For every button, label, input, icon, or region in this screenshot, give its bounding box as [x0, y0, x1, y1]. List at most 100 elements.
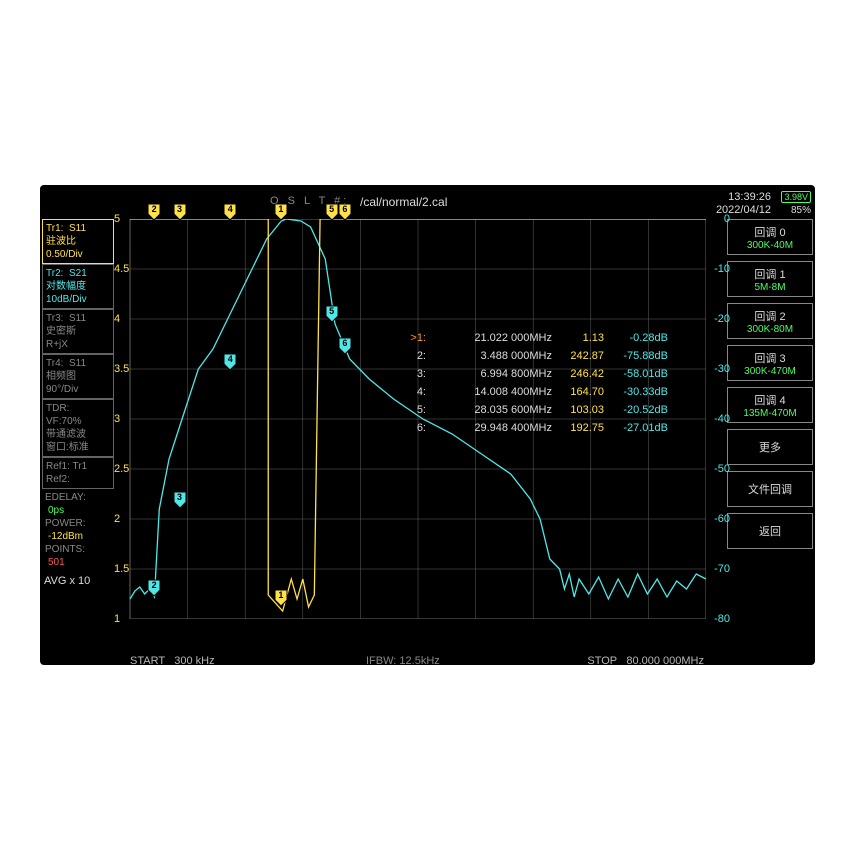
marker-flag-5[interactable]: 5 — [325, 203, 339, 221]
y-left-tick: 1 — [114, 613, 120, 625]
marker-v2: -20.52dB — [604, 401, 668, 419]
power-value: -12dBm — [42, 530, 114, 543]
marker-flag-1[interactable]: 1 — [274, 203, 288, 221]
marker-freq: 14.008 400MHz — [426, 383, 552, 401]
marker-v2: -75.88dB — [604, 347, 668, 365]
marker-flag-6[interactable]: 6 — [338, 337, 352, 355]
menu-button-7[interactable]: 返回 — [727, 513, 813, 549]
tdr-block[interactable]: TDR: VF:70% 带通滤波 窗口:标准 — [42, 399, 114, 457]
menu-button-2[interactable]: 回调 2300K-80M — [727, 303, 813, 339]
y-left-tick: 3 — [114, 413, 120, 425]
y-right-tick: -40 — [714, 413, 730, 425]
menu-button-sub: 5M-8M — [728, 282, 812, 293]
battery-voltage: 3.98V — [781, 191, 811, 203]
trace2-block[interactable]: Tr2: S21 对数幅度 10dB/Div — [42, 264, 114, 309]
marker-num: 5: — [396, 401, 426, 419]
marker-freq: 28.035 600MHz — [426, 401, 552, 419]
marker-num: 3: — [396, 365, 426, 383]
right-menu: 回调 0300K-40M回调 15M-8M回调 2300K-80M回调 3300… — [727, 219, 813, 555]
y-right-tick: -60 — [714, 513, 730, 525]
menu-button-4[interactable]: 回调 4135M-470M — [727, 387, 813, 423]
marker-v2: -30.33dB — [604, 383, 668, 401]
time: 13:39:26 — [716, 191, 771, 204]
y-left-tick: 1.5 — [114, 563, 129, 575]
marker-freq: 29.948 400MHz — [426, 419, 552, 437]
marker-v2: -27.01dB — [604, 419, 668, 437]
marker-table: >1: 21.022 000MHz 1.13 -0.28dB2: 3.488 0… — [396, 329, 668, 437]
marker-v2: -58.01dB — [604, 365, 668, 383]
y-right-tick: 0 — [724, 213, 730, 225]
avg-label: AVG x 10 — [42, 575, 114, 588]
trace1-block[interactable]: Tr1: S11 驻波比 0.50/Div — [42, 219, 114, 264]
marker-row: 5: 28.035 600MHz 103.03 -20.52dB — [396, 401, 668, 419]
marker-flag-6[interactable]: 6 — [338, 203, 352, 221]
marker-flag-2[interactable]: 2 — [147, 203, 161, 221]
y-right-tick: -80 — [714, 613, 730, 625]
marker-flag-3[interactable]: 3 — [173, 203, 187, 221]
y-right-tick: -20 — [714, 313, 730, 325]
y-left-tick: 2.5 — [114, 463, 129, 475]
menu-button-title: 回调 4 — [728, 392, 812, 408]
power-label: POWER: — [42, 517, 114, 530]
points-value: 501 — [42, 556, 114, 569]
menu-button-title: 回调 0 — [728, 224, 812, 240]
marker-v1: 1.13 — [552, 329, 604, 347]
marker-row: >1: 21.022 000MHz 1.13 -0.28dB — [396, 329, 668, 347]
y-left-tick: 5 — [114, 213, 120, 225]
menu-button-title: 回调 1 — [728, 266, 812, 282]
marker-flag-4[interactable]: 4 — [223, 353, 237, 371]
menu-button-0[interactable]: 回调 0300K-40M — [727, 219, 813, 255]
left-panel: Tr1: S11 驻波比 0.50/Div Tr2: S21 对数幅度 10dB… — [42, 219, 114, 588]
edelay-label: EDELAY: — [42, 491, 114, 504]
ref-block[interactable]: Ref1: Tr1 Ref2: — [42, 457, 114, 489]
y-left-tick: 2 — [114, 513, 120, 525]
marker-freq: 6.994 800MHz — [426, 365, 552, 383]
menu-button-sub: 300K-470M — [728, 366, 812, 377]
menu-button-5[interactable]: 更多 — [727, 429, 813, 465]
y-right-tick: -50 — [714, 463, 730, 475]
menu-button-title: 文件回调 — [728, 481, 812, 497]
marker-v1: 246.42 — [552, 365, 604, 383]
marker-row: 2: 3.488 000MHz 242.87 -75.88dB — [396, 347, 668, 365]
marker-flag-5[interactable]: 5 — [325, 305, 339, 323]
marker-num: >1: — [396, 329, 426, 347]
points-label: POINTS: — [42, 543, 114, 556]
menu-button-title: 更多 — [728, 439, 812, 455]
cal-file-path: /cal/normal/2.cal — [360, 195, 447, 209]
trace4-block[interactable]: Tr4: S11 相频图 90°/Div — [42, 354, 114, 399]
y-left-tick: 4.5 — [114, 263, 129, 275]
marker-flag-3[interactable]: 3 — [173, 491, 187, 509]
menu-button-3[interactable]: 回调 3300K-470M — [727, 345, 813, 381]
plot-area[interactable]: 54.543.532.521.51 0-10-20-30-40-50-60-70… — [116, 219, 706, 639]
menu-button-sub: 135M-470M — [728, 408, 812, 419]
y-right-tick: -10 — [714, 263, 730, 275]
marker-flag-4[interactable]: 4 — [223, 203, 237, 221]
marker-flag-1[interactable]: 1 — [274, 589, 288, 607]
marker-num: 6: — [396, 419, 426, 437]
instrument-screen: O S L T #: /cal/normal/2.cal 13:39:26 20… — [40, 185, 815, 665]
menu-button-1[interactable]: 回调 15M-8M — [727, 261, 813, 297]
trace3-block[interactable]: Tr3: S11 史密斯 R+jX — [42, 309, 114, 354]
marker-v1: 103.03 — [552, 401, 604, 419]
menu-button-title: 返回 — [728, 523, 812, 539]
marker-v1: 192.75 — [552, 419, 604, 437]
battery-percent: 85% — [791, 205, 811, 216]
menu-button-title: 回调 2 — [728, 308, 812, 324]
marker-num: 4: — [396, 383, 426, 401]
y-right-tick: -70 — [714, 563, 730, 575]
marker-flag-2[interactable]: 2 — [147, 579, 161, 597]
marker-v1: 242.87 — [552, 347, 604, 365]
y-right-tick: -30 — [714, 363, 730, 375]
marker-v2: -0.28dB — [604, 329, 668, 347]
marker-freq: 3.488 000MHz — [426, 347, 552, 365]
menu-button-sub: 300K-40M — [728, 240, 812, 251]
menu-button-sub: 300K-80M — [728, 324, 812, 335]
menu-button-title: 回调 3 — [728, 350, 812, 366]
y-left-tick: 3.5 — [114, 363, 129, 375]
marker-row: 3: 6.994 800MHz 246.42 -58.01dB — [396, 365, 668, 383]
marker-v1: 164.70 — [552, 383, 604, 401]
marker-row: 6: 29.948 400MHz 192.75 -27.01dB — [396, 419, 668, 437]
menu-button-6[interactable]: 文件回调 — [727, 471, 813, 507]
y-left-tick: 4 — [114, 313, 120, 325]
marker-row: 4: 14.008 400MHz 164.70 -30.33dB — [396, 383, 668, 401]
